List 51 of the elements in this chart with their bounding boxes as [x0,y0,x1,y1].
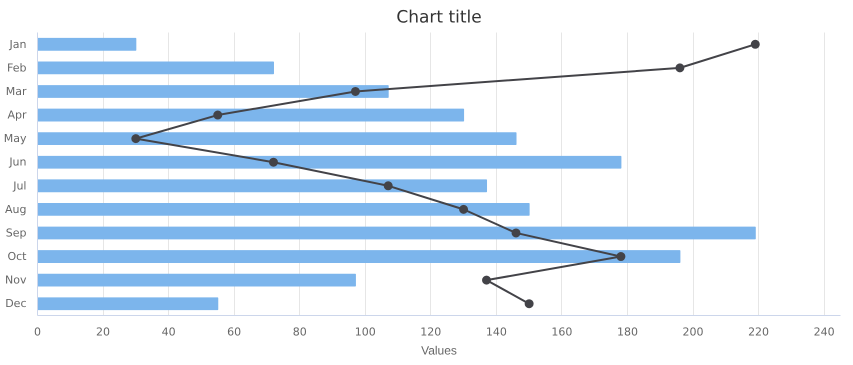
x-tick-label: 60 [227,326,242,338]
point [512,228,521,238]
y-tick-label: Jan [8,38,27,51]
point [384,181,393,190]
bar [38,61,274,74]
x-tick-label: 180 [616,326,638,338]
y-tick-label: Mar [6,84,27,98]
point [482,276,492,285]
point [268,158,278,167]
x-tick-label: 240 [814,326,835,338]
x-tick-label: 40 [162,326,176,338]
x-tick-label: 200 [682,326,704,338]
bar [38,274,356,287]
point [350,86,360,96]
point [131,134,140,144]
x-tick-label: 160 [551,326,572,338]
y-tick-label: Dec [5,297,27,310]
bar [38,132,517,146]
y-tick-label: Oct [7,250,28,264]
y-tick-label: Sep [6,226,27,240]
point [459,204,468,214]
bar [38,226,756,240]
chart-title: Chart title [396,8,482,28]
y-tick-label: Jul [12,179,27,192]
y-tick-label: Aug [5,202,27,216]
x-tick-label: 100 [354,326,376,338]
point [524,299,534,308]
point [675,63,684,72]
x-tick-label: 220 [748,326,770,338]
bar [38,85,389,98]
y-tick-label: Feb [7,61,27,74]
x-tick-label: 140 [486,326,507,338]
x-tick-label: 80 [292,326,307,338]
bar [38,202,530,216]
bar [38,297,218,310]
point [213,110,222,120]
x-tick-label: 120 [420,326,442,338]
bar [38,38,136,51]
point [750,40,760,49]
bar [38,108,464,122]
bar [38,250,680,263]
x-tick-label: 20 [96,326,110,338]
y-tick-label: Apr [7,108,27,122]
y-tick-label: May [4,132,27,146]
y-tick-label: Jun [8,156,27,169]
x-axis-title: Values [421,344,457,358]
bar [38,179,488,192]
bar [38,156,622,169]
point [616,252,626,262]
y-tick-label: Nov [5,274,27,287]
x-tick-label: 0 [34,326,41,338]
